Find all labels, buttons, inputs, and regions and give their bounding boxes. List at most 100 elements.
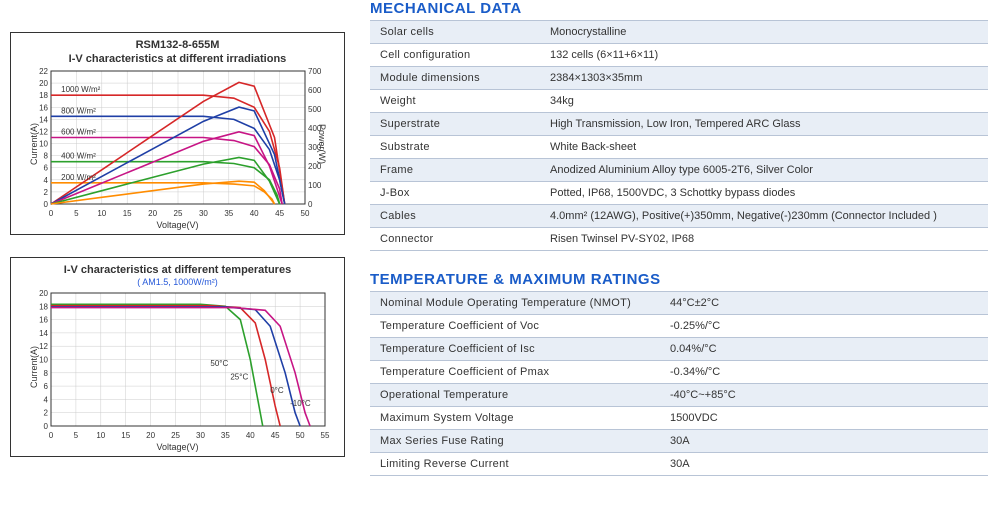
spec-value: White Back-sheet — [540, 136, 988, 159]
svg-text:100: 100 — [308, 181, 322, 190]
svg-text:14: 14 — [39, 115, 48, 124]
table-row: FrameAnodized Aluminium Alloy type 6005-… — [370, 159, 988, 182]
svg-text:8: 8 — [44, 151, 49, 160]
table-row: Max Series Fuse Rating30A — [370, 430, 988, 453]
svg-text:-10°C: -10°C — [290, 399, 311, 408]
table-row: Operational Temperature-40°C~+85°C — [370, 384, 988, 407]
svg-text:50°C: 50°C — [210, 359, 228, 368]
table-row: Cables4.0mm² (12AWG), Positive(+)350mm, … — [370, 205, 988, 228]
svg-text:45: 45 — [271, 431, 280, 440]
table-row: Cell configuration132 cells (6×11+6×11) — [370, 44, 988, 67]
spec-value: Potted, IP68, 1500VDC, 3 Schottky bypass… — [540, 182, 988, 205]
spec-key: Limiting Reverse Current — [370, 453, 660, 476]
mechanical-data-section: MECHANICAL DATA Solar cellsMonocrystalli… — [370, 0, 988, 251]
table-row: SubstrateWhite Back-sheet — [370, 136, 988, 159]
svg-text:16: 16 — [39, 103, 48, 112]
table-row: Temperature Coefficient of Voc-0.25%/°C — [370, 315, 988, 338]
svg-text:20: 20 — [39, 79, 48, 88]
chart1-title-line1: RSM132-8-655M — [19, 39, 336, 53]
chart1-svg: 0510152025303540455002468101214161820220… — [19, 67, 337, 222]
svg-text:700: 700 — [308, 67, 322, 76]
svg-text:20: 20 — [39, 289, 48, 298]
svg-text:0°C: 0°C — [270, 386, 284, 395]
svg-text:40: 40 — [250, 209, 259, 218]
svg-text:40: 40 — [246, 431, 255, 440]
svg-text:5: 5 — [74, 431, 79, 440]
spec-key: Maximum System Voltage — [370, 407, 660, 430]
table-row: SuperstrateHigh Transmission, Low Iron, … — [370, 113, 988, 136]
spec-value: Risen Twinsel PV-SY02, IP68 — [540, 228, 988, 251]
spec-value: 0.04%/°C — [660, 338, 988, 361]
svg-text:1000 W/m²: 1000 W/m² — [61, 85, 100, 94]
spec-key: Operational Temperature — [370, 384, 660, 407]
temp-table: Nominal Module Operating Temperature (NM… — [370, 291, 988, 476]
svg-text:10: 10 — [39, 139, 48, 148]
table-row: Solar cellsMonocrystalline — [370, 21, 988, 44]
svg-text:2: 2 — [44, 187, 49, 196]
svg-text:0: 0 — [308, 200, 313, 209]
spec-key: Connector — [370, 228, 540, 251]
svg-text:14: 14 — [39, 329, 48, 338]
iv-temperature-chart: I-V characteristics at different tempera… — [10, 257, 345, 458]
spec-value: 30A — [660, 453, 988, 476]
spec-value: -0.25%/°C — [660, 315, 988, 338]
chart2-subtitle: ( AM1.5, 1000W/m²) — [19, 277, 336, 287]
table-row: ConnectorRisen Twinsel PV-SY02, IP68 — [370, 228, 988, 251]
svg-text:6: 6 — [44, 163, 49, 172]
spec-value: Monocrystalline — [540, 21, 988, 44]
chart2-title: I-V characteristics at different tempera… — [19, 264, 336, 278]
chart1-y2label: Power(W) — [317, 124, 327, 164]
svg-text:15: 15 — [121, 431, 130, 440]
table-row: Module dimensions2384×1303×35mm — [370, 67, 988, 90]
svg-text:16: 16 — [39, 316, 48, 325]
table-row: Temperature Coefficient of Isc0.04%/°C — [370, 338, 988, 361]
chart1-title-line2: I-V characteristics at different irradia… — [19, 53, 336, 67]
temp-heading: TEMPERATURE & MAXIMUM RATINGS — [370, 271, 988, 288]
svg-text:8: 8 — [44, 369, 49, 378]
table-row: Limiting Reverse Current30A — [370, 453, 988, 476]
spec-value: 44°C±2°C — [660, 292, 988, 315]
spec-key: Cables — [370, 205, 540, 228]
svg-text:20: 20 — [146, 431, 155, 440]
spec-key: Temperature Coefficient of Voc — [370, 315, 660, 338]
svg-text:4: 4 — [44, 396, 49, 405]
table-row: Maximum System Voltage1500VDC — [370, 407, 988, 430]
svg-text:20: 20 — [148, 209, 157, 218]
spec-key: Frame — [370, 159, 540, 182]
svg-text:35: 35 — [224, 209, 233, 218]
table-row: Weight34kg — [370, 90, 988, 113]
svg-text:0: 0 — [49, 431, 54, 440]
spec-key: Weight — [370, 90, 540, 113]
mech-heading: MECHANICAL DATA — [370, 0, 988, 17]
temperature-ratings-section: TEMPERATURE & MAXIMUM RATINGS Nominal Mo… — [370, 271, 988, 476]
svg-text:25: 25 — [171, 431, 180, 440]
svg-text:600 W/m²: 600 W/m² — [61, 127, 96, 136]
svg-text:10: 10 — [96, 431, 105, 440]
spec-value: 132 cells (6×11+6×11) — [540, 44, 988, 67]
table-row: Temperature Coefficient of Pmax-0.34%/°C — [370, 361, 988, 384]
svg-text:50: 50 — [296, 431, 305, 440]
svg-text:0: 0 — [44, 422, 49, 431]
svg-text:400 W/m²: 400 W/m² — [61, 151, 96, 160]
svg-text:0: 0 — [44, 200, 49, 209]
svg-text:35: 35 — [221, 431, 230, 440]
svg-text:15: 15 — [123, 209, 132, 218]
chart2-ylabel: Current(A) — [29, 346, 39, 388]
svg-text:25: 25 — [174, 209, 183, 218]
spec-key: Nominal Module Operating Temperature (NM… — [370, 292, 660, 315]
table-row: Nominal Module Operating Temperature (NM… — [370, 292, 988, 315]
svg-text:5: 5 — [74, 209, 79, 218]
spec-value: Anodized Aluminium Alloy type 6005-2T6, … — [540, 159, 988, 182]
spec-value: -40°C~+85°C — [660, 384, 988, 407]
svg-text:6: 6 — [44, 382, 49, 391]
svg-text:50: 50 — [301, 209, 310, 218]
charts-column: RSM132-8-655M I-V characteristics at dif… — [10, 0, 345, 476]
spec-value: 30A — [660, 430, 988, 453]
svg-text:2: 2 — [44, 409, 49, 418]
svg-text:45: 45 — [275, 209, 284, 218]
spec-value: -0.34%/°C — [660, 361, 988, 384]
spec-key: Temperature Coefficient of Isc — [370, 338, 660, 361]
spec-key: Solar cells — [370, 21, 540, 44]
spec-value: High Transmission, Low Iron, Tempered AR… — [540, 113, 988, 136]
spec-key: Temperature Coefficient of Pmax — [370, 361, 660, 384]
